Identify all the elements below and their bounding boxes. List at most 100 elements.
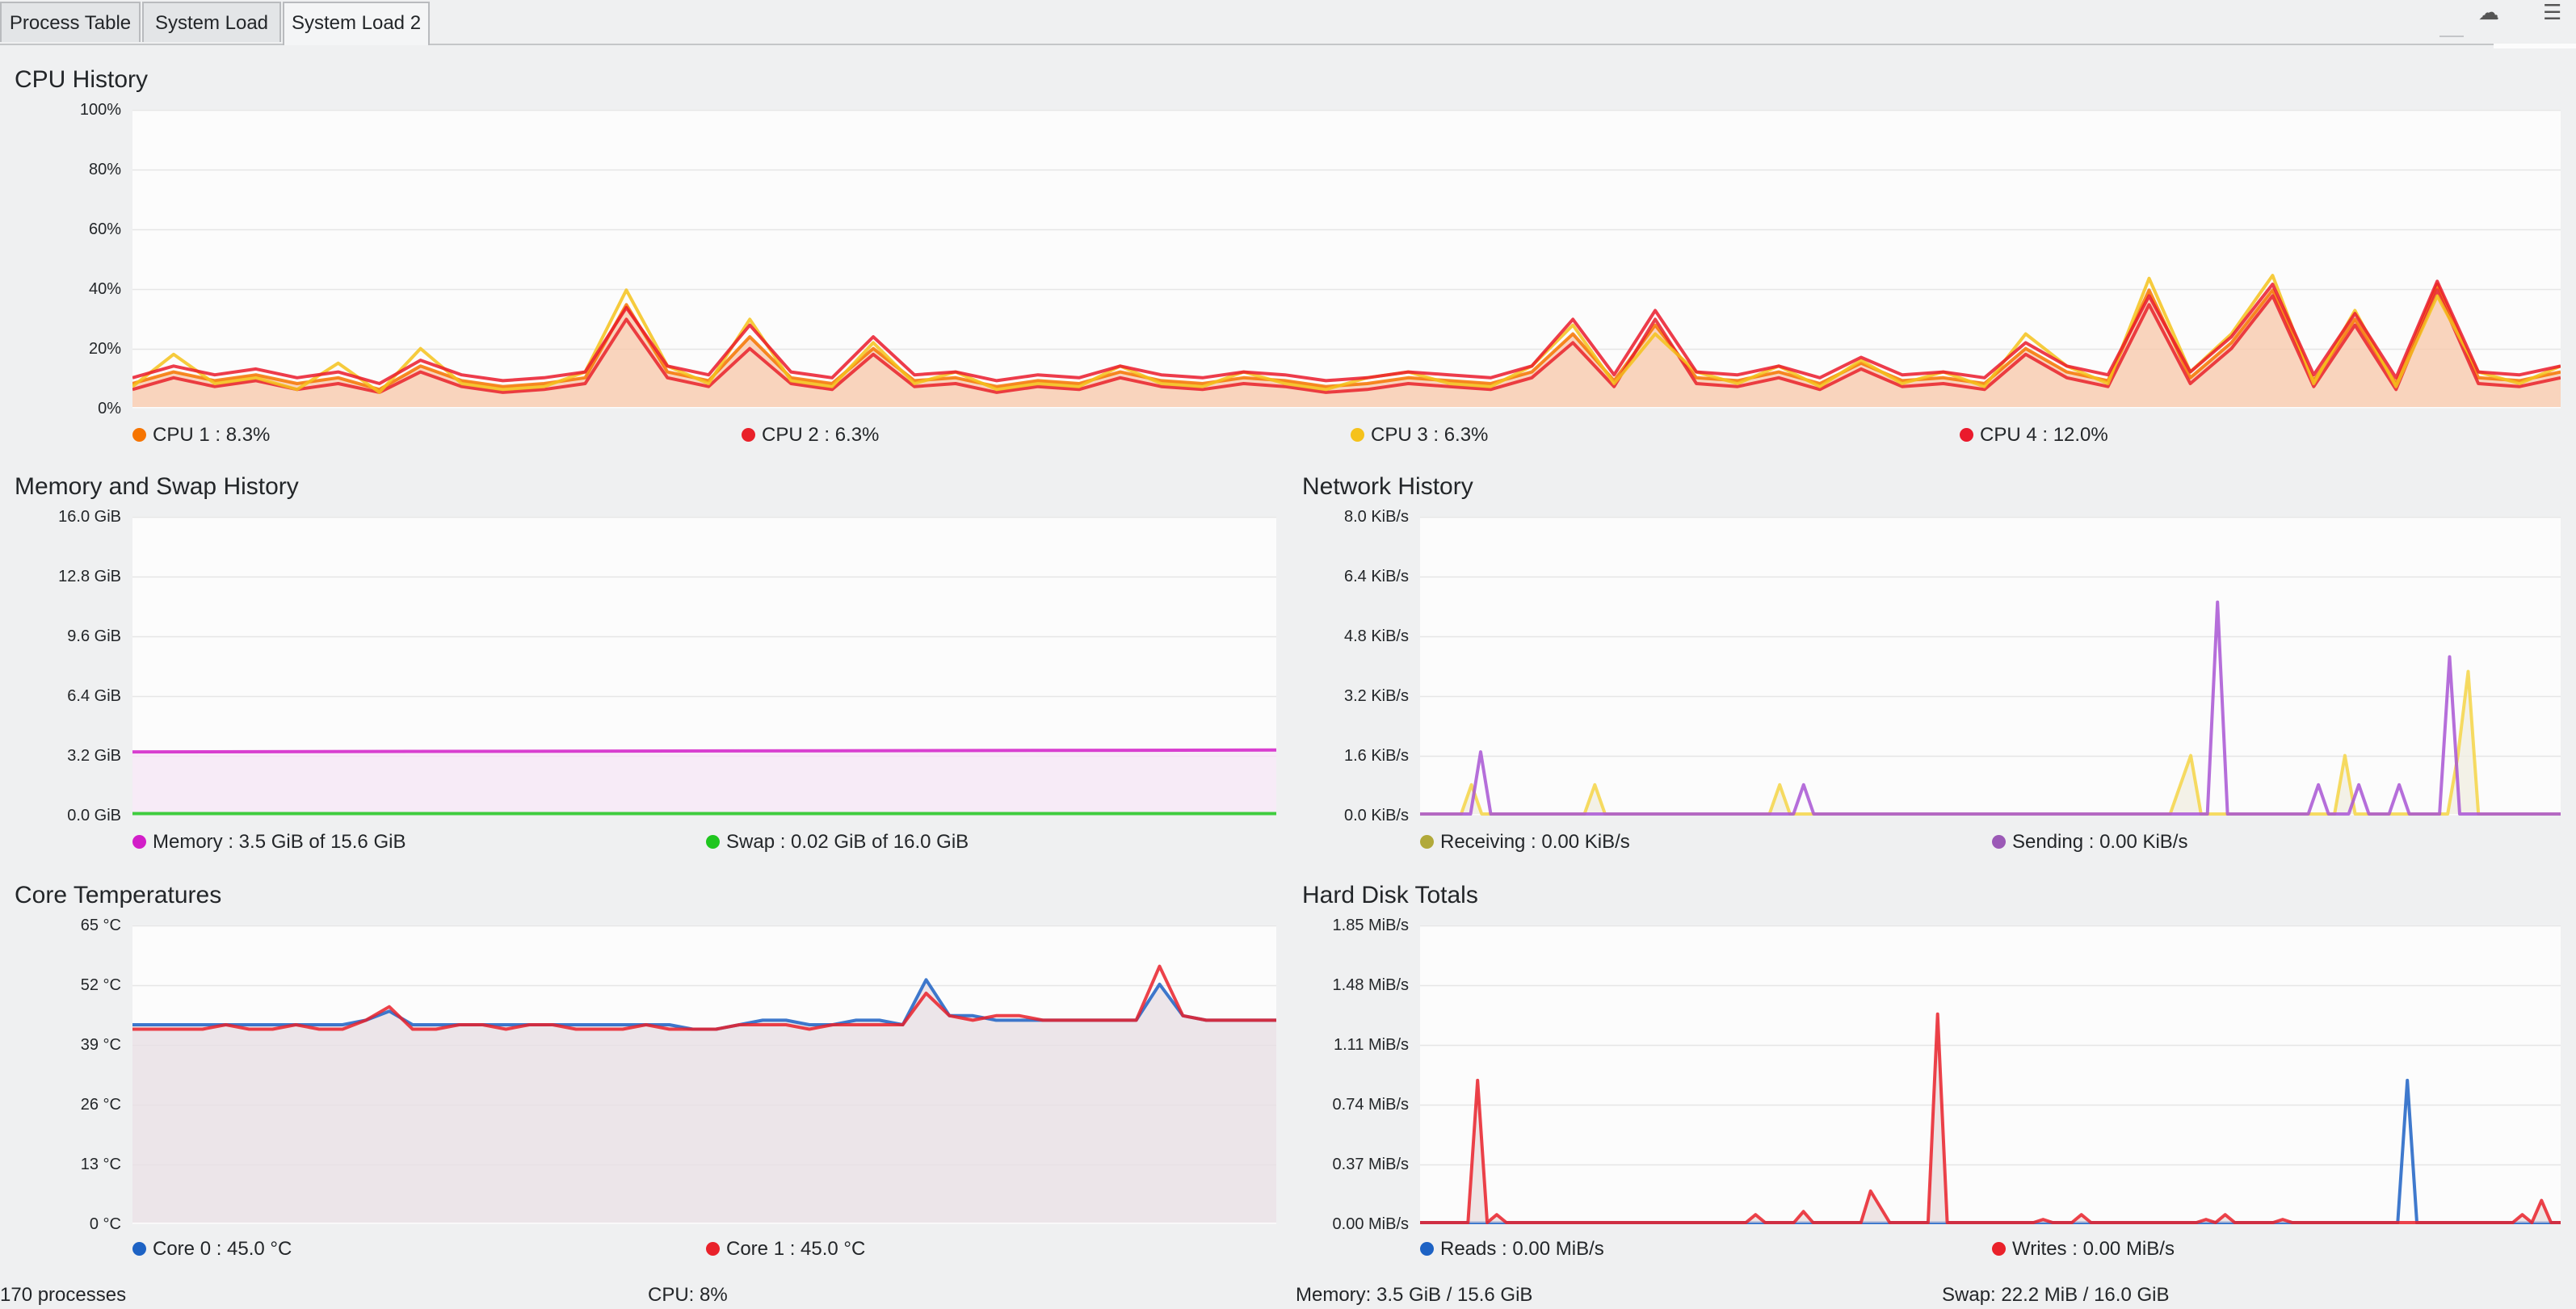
writes-dot-icon	[1992, 1242, 2006, 1256]
tab-system-load-2[interactable]: System Load 2	[283, 2, 430, 45]
tab-system-load[interactable]: System Load	[142, 2, 281, 42]
status-swap: Swap: 22.2 MiB / 16.0 GiB	[1942, 1284, 2170, 1306]
series-line	[132, 274, 2561, 394]
network-history-plot	[1420, 517, 2561, 816]
corner-panel	[2494, 44, 2576, 48]
cpu-y-label: 80%	[88, 161, 121, 178]
series-line	[132, 283, 2561, 392]
network-y-label: 1.6 KiB/s	[1343, 747, 1409, 765]
temp-y-label: 65 °C	[80, 917, 121, 934]
core1-legend-item: Core 1 : 45.0 °C	[706, 1239, 865, 1260]
sending-legend-item: Sending : 0.00 KiB/s	[1992, 832, 2187, 853]
temp-y-label: 0 °C	[89, 1215, 121, 1233]
memory-y-label: 12.8 GiB	[58, 568, 121, 585]
cpu-y-label: 60%	[88, 220, 121, 238]
memory-y-label: 3.2 GiB	[67, 747, 121, 765]
core1-dot-icon	[706, 1242, 720, 1256]
disk-y-label: 1.11 MiB/s	[1334, 1036, 1409, 1054]
hard-disk-totals-title: Hard Disk Totals	[1302, 882, 1478, 908]
disk-y-label: 1.85 MiB/s	[1332, 917, 1409, 934]
receiving-dot-icon	[1420, 835, 1434, 849]
series-line	[1420, 1012, 2561, 1224]
core-temperatures-title: Core Temperatures	[15, 882, 222, 908]
core0-legend-item: Core 0 : 45.0 °C	[132, 1239, 292, 1260]
disk-y-label: 1.48 MiB/s	[1332, 976, 1409, 994]
cpu-y-label: 20%	[88, 340, 121, 358]
tab-bar: Process Table System Load System Load 2 …	[0, 0, 2576, 45]
chart-svg	[1420, 517, 2561, 816]
swap-dot-icon	[706, 835, 720, 849]
cpu-history-plot	[132, 110, 2561, 409]
sending-dot-icon	[1992, 835, 2006, 849]
core1-label: Core 1 : 45.0 °C	[726, 1238, 866, 1260]
cpu-y-label: 0%	[98, 400, 121, 417]
memory-y-label: 9.6 GiB	[67, 627, 121, 645]
series-line	[132, 964, 1276, 1031]
temp-y-label: 13 °C	[80, 1156, 121, 1173]
memory-legend-item: Memory : 3.5 GiB of 15.6 GiB	[132, 832, 406, 853]
series-line	[132, 279, 2561, 385]
network-y-label: 0.0 KiB/s	[1343, 807, 1409, 824]
cpu2-dot-icon	[742, 428, 755, 442]
memory-y-label: 0.0 GiB	[67, 807, 121, 824]
memory-history-title: Memory and Swap History	[15, 473, 299, 500]
cpu4-label: CPU 4 : 12.0%	[1980, 424, 2108, 446]
cpu-legend-item: CPU 1 : 8.3%	[132, 425, 270, 446]
writes-legend-item: Writes : 0.00 MiB/s	[1992, 1239, 2175, 1260]
network-history-title: Network History	[1302, 473, 1473, 500]
sending-label: Sending : 0.00 KiB/s	[2012, 831, 2188, 853]
cpu2-label: CPU 2 : 6.3%	[762, 424, 880, 446]
cpu-history-title: CPU History	[15, 66, 149, 93]
cpu1-dot-icon	[132, 428, 146, 442]
swap-legend-item: Swap : 0.02 GiB of 16.0 GiB	[706, 832, 969, 853]
cpu-legend-item: CPU 3 : 6.3%	[1351, 425, 1488, 446]
chart-svg	[1420, 925, 2561, 1224]
status-processes: 170 processes	[0, 1284, 127, 1306]
memory-history-plot	[132, 517, 1276, 816]
core-temperatures-plot	[132, 925, 1276, 1224]
network-y-label: 4.8 KiB/s	[1343, 627, 1409, 645]
disk-y-label: 0.00 MiB/s	[1332, 1215, 1409, 1233]
reads-legend-item: Reads : 0.00 MiB/s	[1420, 1239, 1604, 1260]
receiving-legend-item: Receiving : 0.00 KiB/s	[1420, 832, 1630, 853]
tab-process-table[interactable]: Process Table	[0, 2, 141, 42]
hamburger-menu-icon[interactable]: ☰	[2543, 0, 2562, 24]
status-cpu: CPU: 8%	[648, 1284, 728, 1306]
cpu-y-label: 40%	[88, 280, 121, 298]
temp-y-label: 26 °C	[80, 1096, 121, 1114]
cpu4-dot-icon	[1960, 428, 1973, 442]
cloud-icon[interactable]: ☁	[2478, 0, 2499, 24]
memory-label: Memory : 3.5 GiB of 15.6 GiB	[153, 831, 406, 853]
network-y-label: 8.0 KiB/s	[1343, 508, 1409, 526]
series-line	[1420, 1078, 2561, 1224]
temp-y-label: 39 °C	[80, 1036, 121, 1054]
memory-y-label: 16.0 GiB	[58, 508, 121, 526]
reads-label: Reads : 0.00 MiB/s	[1440, 1238, 1604, 1260]
network-y-label: 6.4 KiB/s	[1343, 568, 1409, 585]
temp-y-label: 52 °C	[80, 976, 121, 994]
corner-divider	[2439, 36, 2464, 37]
network-y-label: 3.2 KiB/s	[1343, 687, 1409, 705]
cpu1-label: CPU 1 : 8.3%	[153, 424, 271, 446]
core0-label: Core 0 : 45.0 °C	[153, 1238, 292, 1260]
chart-svg	[132, 517, 1276, 816]
hard-disk-totals-plot	[1420, 925, 2561, 1224]
receiving-label: Receiving : 0.00 KiB/s	[1440, 831, 1630, 853]
cpu-legend-item: CPU 2 : 6.3%	[742, 425, 879, 446]
cpu-y-label: 100%	[79, 101, 121, 119]
core0-dot-icon	[132, 1242, 146, 1256]
status-memory: Memory: 3.5 GiB / 15.6 GiB	[1296, 1284, 1533, 1306]
cpu3-label: CPU 3 : 6.3%	[1371, 424, 1489, 446]
writes-label: Writes : 0.00 MiB/s	[2012, 1238, 2175, 1260]
series-line	[1420, 669, 2561, 816]
series-line	[132, 748, 1276, 754]
memory-y-label: 6.4 GiB	[67, 687, 121, 705]
chart-svg	[132, 110, 2561, 409]
disk-y-label: 0.37 MiB/s	[1332, 1156, 1409, 1173]
series-area	[132, 749, 1276, 814]
reads-dot-icon	[1420, 1242, 1434, 1256]
disk-y-label: 0.74 MiB/s	[1332, 1096, 1409, 1114]
chart-svg	[132, 925, 1276, 1224]
swap-label: Swap : 0.02 GiB of 16.0 GiB	[726, 831, 969, 853]
series-area	[132, 980, 1276, 1223]
